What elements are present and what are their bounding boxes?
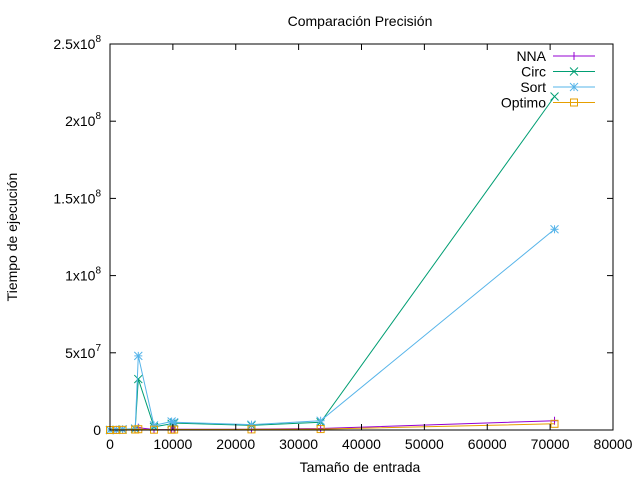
data-point: [247, 425, 256, 434]
y-tick-label: 2.5x108: [53, 34, 101, 52]
y-tick-mantissa: 2.5x10: [53, 36, 95, 52]
data-point: [169, 417, 179, 427]
data-point: [134, 425, 143, 434]
x-tick-label: 30000: [279, 436, 318, 452]
y-tick-exponent: 8: [95, 111, 101, 122]
legend-marker: [569, 67, 579, 76]
legend-item: Circ: [521, 64, 595, 80]
data-point: [550, 419, 559, 428]
legend-item: Optimo: [501, 95, 595, 111]
y-tick-label: 1x108: [65, 266, 101, 284]
data-point: [316, 425, 325, 434]
data-point: [550, 92, 559, 101]
legend-item: Sort: [520, 79, 595, 95]
x-tick-label: 70000: [531, 436, 570, 452]
plot-area: [105, 92, 559, 435]
y-tick-exponent: 8: [95, 266, 101, 277]
x-tick-label: 50000: [405, 436, 444, 452]
legend-label: Circ: [521, 64, 546, 80]
y-tick-label: 0: [93, 422, 101, 438]
y-tick-label: 1.5x108: [53, 188, 101, 206]
y-tick-exponent: 8: [95, 188, 101, 199]
legend-marker: [570, 52, 578, 60]
x-tick-label: 20000: [216, 436, 255, 452]
y-tick-mantissa: 5x10: [65, 345, 96, 361]
data-point: [247, 420, 256, 429]
y-tick-mantissa: 1.5x10: [53, 190, 95, 206]
data-point: [316, 416, 325, 426]
x-tick-label: 40000: [342, 436, 381, 452]
legend-marker: [569, 82, 579, 92]
legend-label: NNA: [516, 48, 546, 64]
series-circ: [105, 92, 559, 435]
series-line: [109, 96, 555, 431]
data-point: [133, 351, 143, 361]
y-tick-mantissa: 0: [93, 422, 101, 438]
y-tick-label: 5x107: [65, 343, 101, 361]
data-point: [149, 421, 159, 430]
data-point: [550, 224, 559, 234]
y-tick-mantissa: 2x10: [65, 113, 96, 129]
x-tick-label: 10000: [153, 436, 192, 452]
legend-item: NNA: [516, 48, 595, 64]
x-tick-label: 60000: [468, 436, 507, 452]
y-tick-exponent: 7: [95, 343, 101, 354]
legend-label: Sort: [520, 79, 546, 95]
legend-label: Optimo: [501, 95, 546, 111]
y-tick-exponent: 8: [95, 34, 101, 45]
y-tick-label: 2x108: [65, 111, 101, 129]
x-tick-label: 0: [106, 436, 114, 452]
x-axis-label: Tamaño de entrada: [300, 459, 421, 475]
y-axis-label: Tiempo de ejecución: [4, 173, 20, 302]
y-tick-mantissa: 1x10: [65, 268, 96, 284]
x-tick-label: 80000: [594, 436, 633, 452]
legend-marker: [570, 98, 578, 107]
series-line: [109, 228, 555, 431]
x-axis: 0 10000 20000 30000 40000 50000 60000 70000 8000…: [106, 44, 633, 452]
chart-title: Comparación Precisión: [288, 13, 433, 29]
data-point: [133, 374, 143, 384]
series-sort: [105, 224, 559, 435]
